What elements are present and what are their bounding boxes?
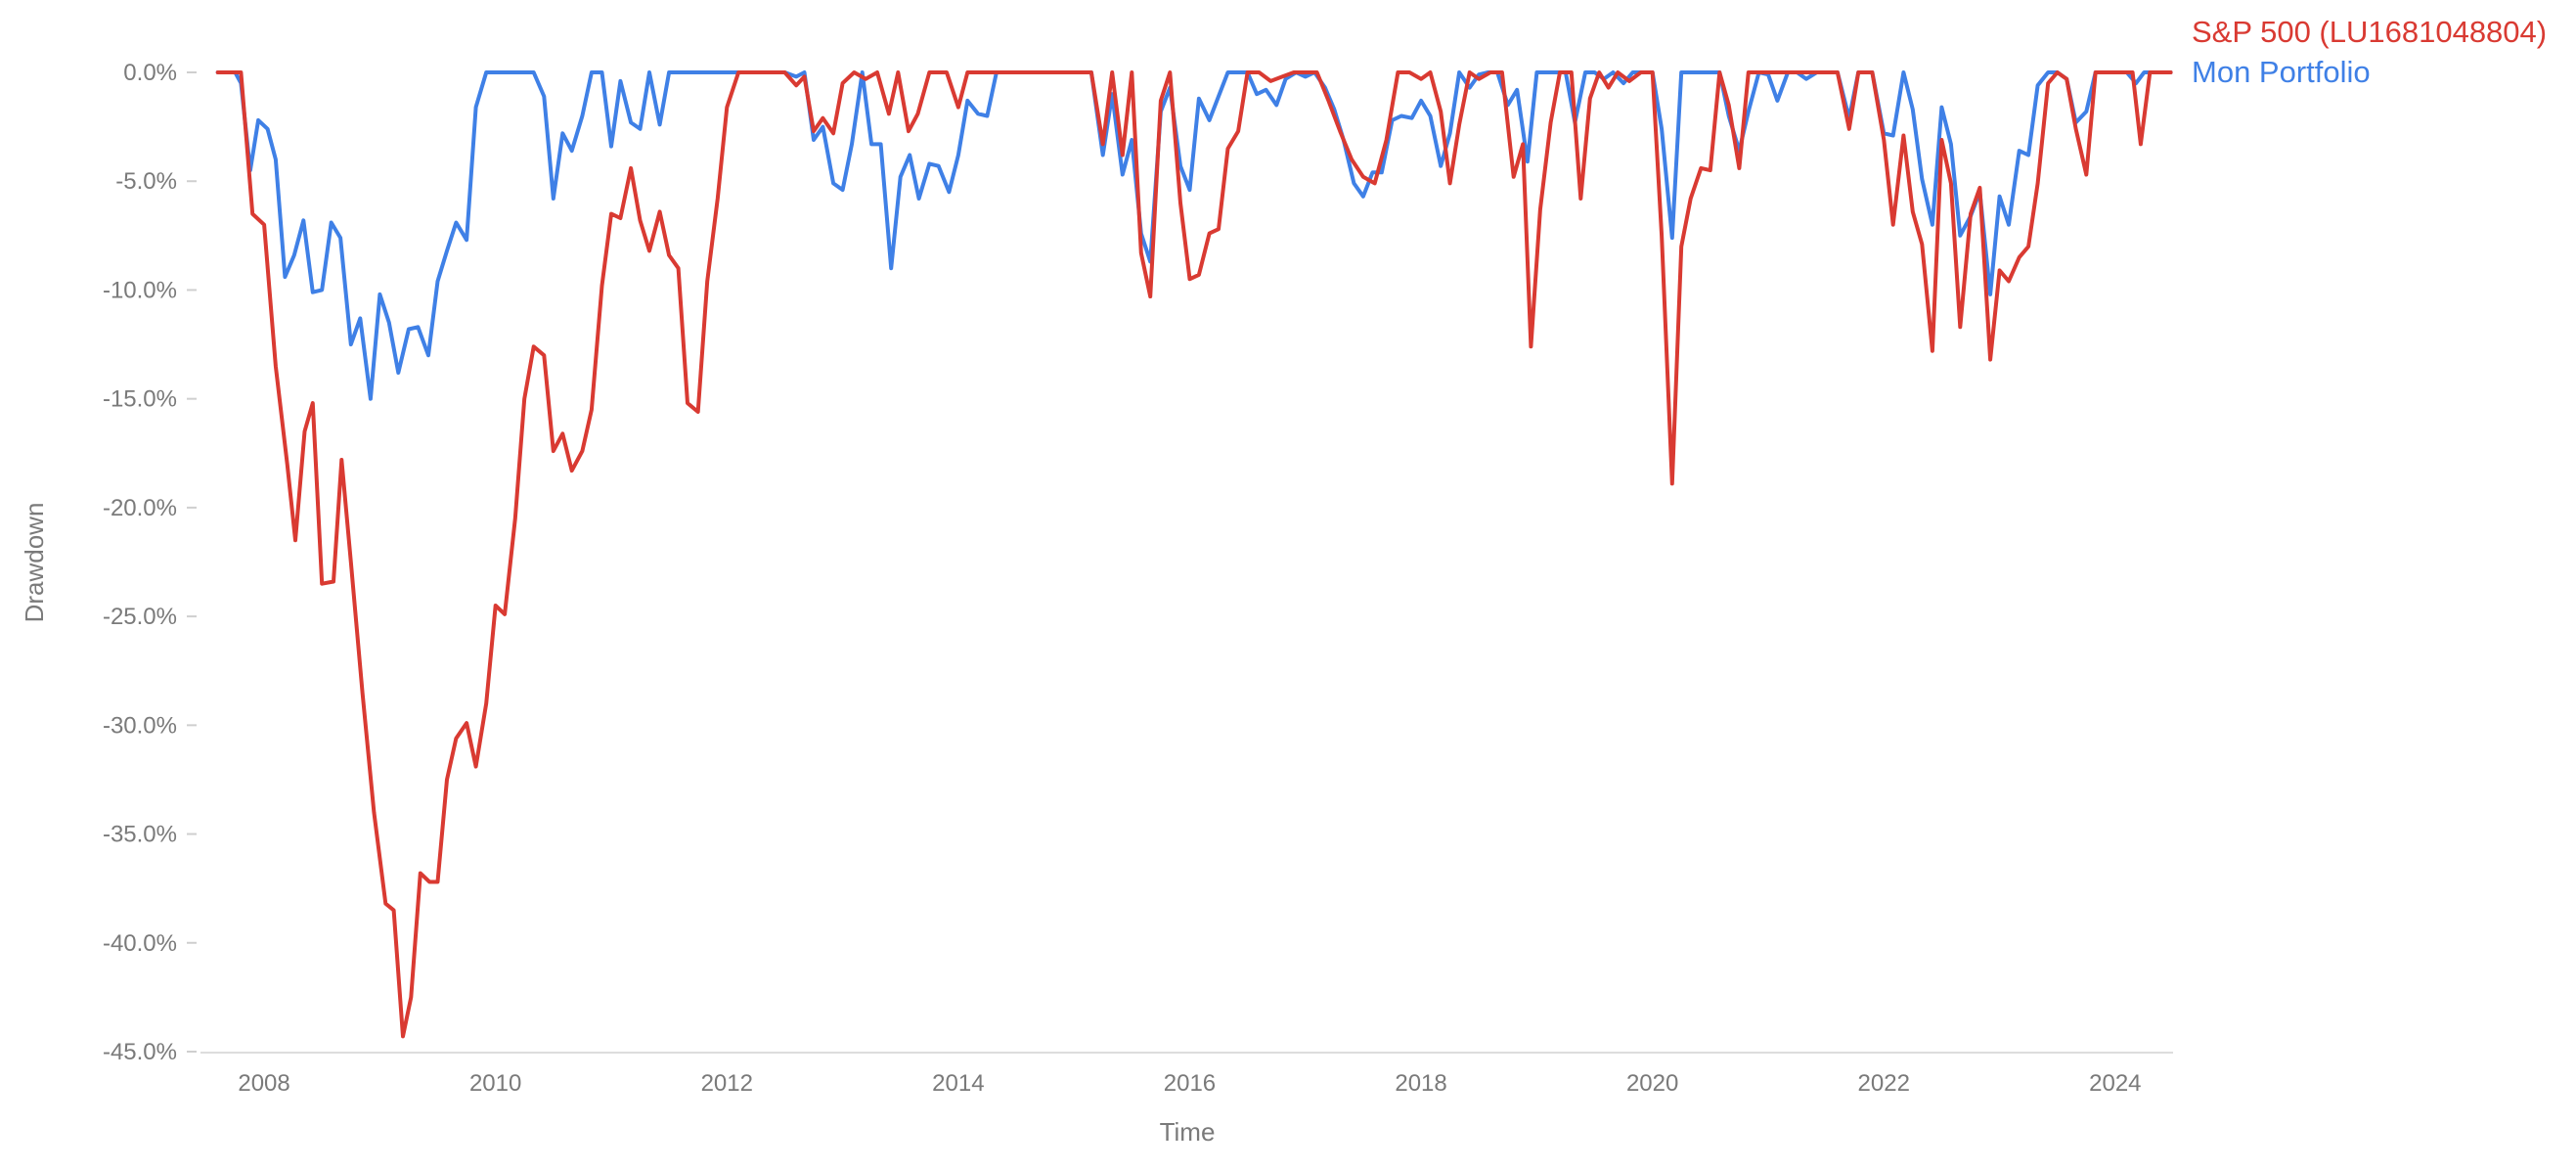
y-tick-label: -25.0%	[103, 604, 177, 630]
series-lines	[215, 70, 2173, 1039]
x-tick-label: 2012	[701, 1070, 753, 1097]
y-tick-label: -5.0%	[115, 168, 177, 195]
y-tick-label: -45.0%	[103, 1039, 177, 1065]
x-tick-label: 2022	[1858, 1070, 1910, 1097]
y-tick-label: -30.0%	[103, 712, 177, 739]
series-line-mon-portfolio[interactable]	[215, 70, 2173, 401]
x-axis-title: Time	[1160, 1117, 1216, 1147]
x-tick-label: 2008	[238, 1070, 289, 1097]
x-tick-label: 2010	[469, 1070, 521, 1097]
y-tick-label: -35.0%	[103, 822, 177, 848]
x-tick-label: 2020	[1626, 1070, 1678, 1097]
y-tick-label: 0.0%	[123, 60, 177, 86]
x-tick-label: 2014	[932, 1070, 984, 1097]
x-axis-ticks: 2008 2010 2012 2014 2016 2018 2020 2022 2024	[238, 1070, 2141, 1097]
series-line-sp500[interactable]	[215, 70, 2173, 1039]
y-tick-label: -20.0%	[103, 495, 177, 521]
y-tick-label: -10.0%	[103, 277, 177, 303]
legend-entry-mon-portfolio[interactable]: Mon Portfolio	[2192, 55, 2371, 89]
y-axis-ticks: 0.0% -5.0% -10.0% -15.0% -20.0% -25.0% -30.0% -…	[103, 60, 197, 1065]
x-tick-label: 2016	[1164, 1070, 1216, 1097]
legend: S&P 500 (LU1681048804) Mon Portfolio	[2192, 15, 2547, 89]
legend-entry-sp500[interactable]: S&P 500 (LU1681048804)	[2192, 15, 2547, 49]
x-tick-label: 2018	[1395, 1070, 1446, 1097]
y-axis-title: Drawdown	[20, 503, 49, 623]
x-tick-label: 2024	[2089, 1070, 2141, 1097]
y-tick-label: -40.0%	[103, 930, 177, 957]
y-tick-label: -15.0%	[103, 386, 177, 413]
